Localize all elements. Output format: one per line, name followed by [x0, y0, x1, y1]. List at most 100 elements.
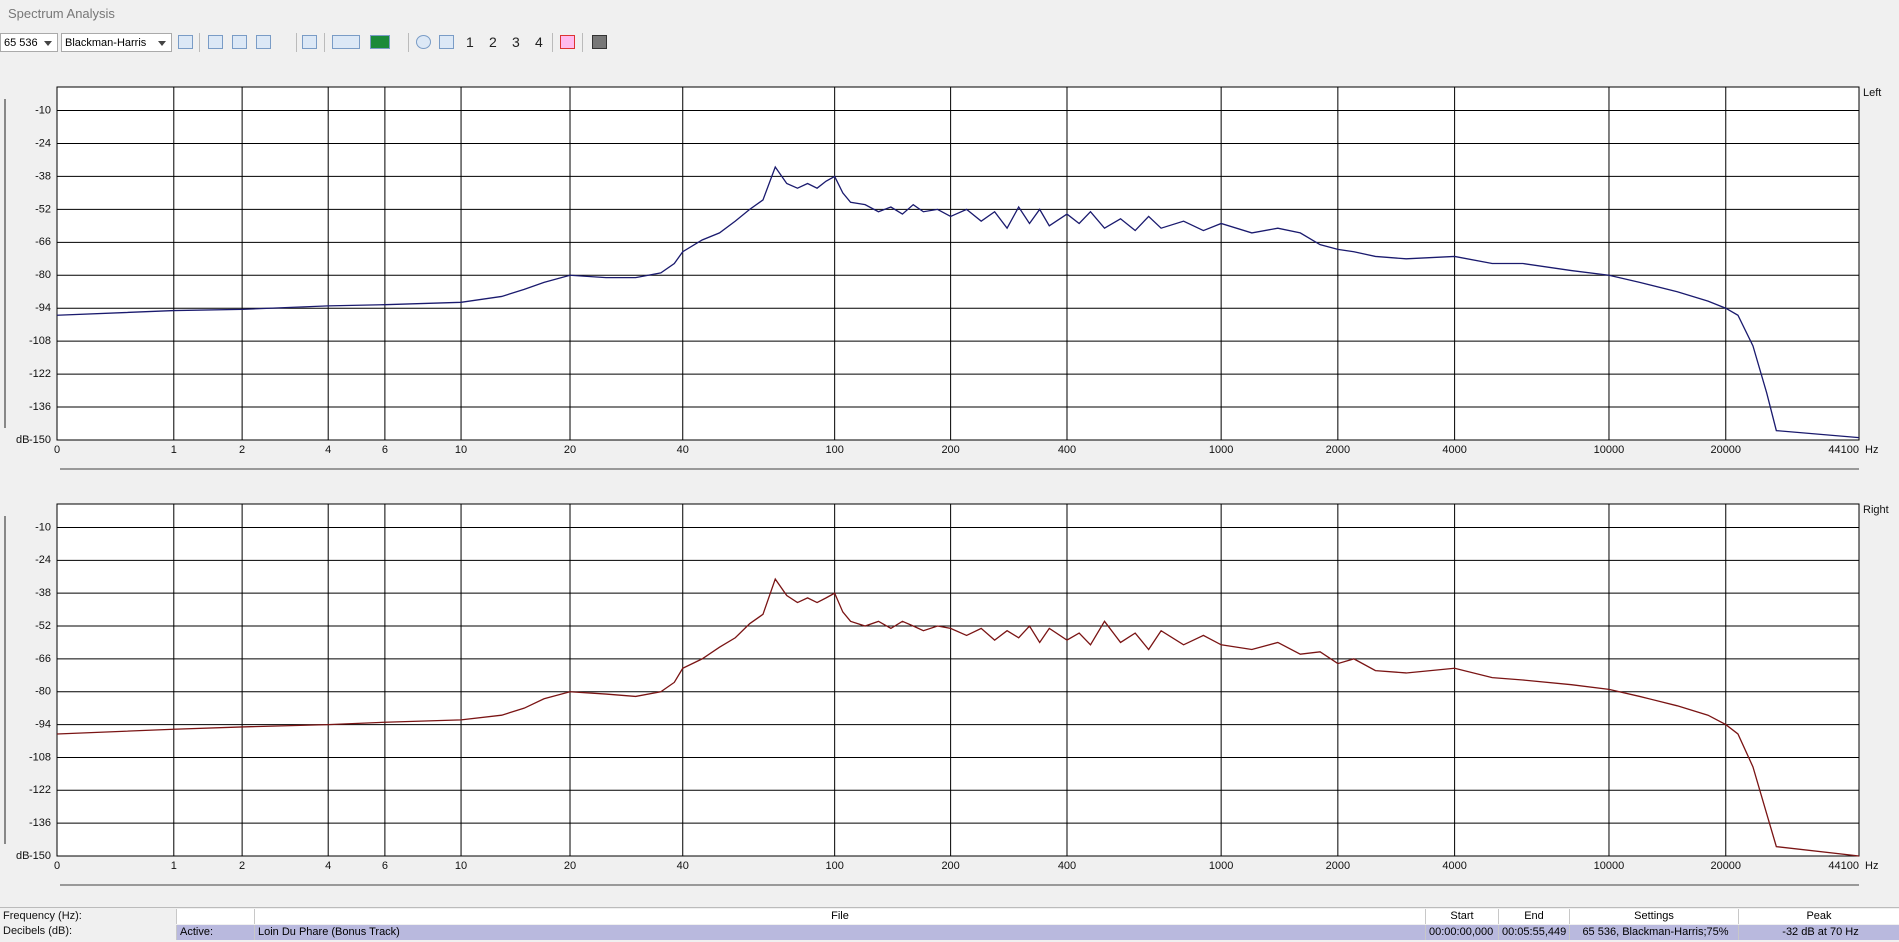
toolbar-button[interactable] [178, 35, 193, 49]
y-tick-label: -122 [29, 368, 51, 380]
channel-label: Left [1863, 87, 1881, 99]
y-tick-label: -66 [35, 653, 51, 665]
x-unit-label: Hz [1865, 444, 1878, 456]
x-tick-label: 4000 [1442, 860, 1466, 872]
separator [408, 33, 409, 52]
y-tick-label: -52 [35, 620, 51, 632]
x-tick-label: 10 [455, 860, 467, 872]
y-tick-label: -10 [35, 104, 51, 116]
channel-button[interactable]: 3 [512, 34, 520, 50]
x-tick-label: 2000 [1326, 860, 1350, 872]
x-tick-label: 1000 [1209, 860, 1233, 872]
y-tick-label: -136 [29, 817, 51, 829]
separator [296, 33, 297, 52]
y-unit-label: dB [16, 434, 29, 446]
x-tick-label: 400 [1058, 860, 1076, 872]
toolbar-button[interactable] [560, 35, 575, 49]
x-tick-label: 0 [54, 444, 60, 456]
x-tick-label: 200 [941, 860, 959, 872]
toolbar-button[interactable] [302, 35, 317, 49]
y-tick-label: -80 [35, 686, 51, 698]
y-tick-label: -150 [29, 434, 51, 446]
y-tick-label: -80 [35, 269, 51, 281]
x-tick-label: 0 [54, 860, 60, 872]
x-tick-label: 2 [239, 444, 245, 456]
y-tick-label: -10 [35, 521, 51, 533]
separator [199, 33, 200, 52]
table-header [176, 909, 254, 924]
y-tick-label: -94 [35, 302, 51, 314]
x-tick-label: 20000 [1710, 860, 1741, 872]
x-tick-label: 40 [677, 444, 689, 456]
x-tick-label: 200 [941, 444, 959, 456]
table-cell[interactable]: -32 dB at 70 Hz [1738, 925, 1899, 940]
y-tick-label: -38 [35, 170, 51, 182]
separator [324, 33, 325, 52]
toolbar-button[interactable] [332, 35, 360, 49]
x-tick-label: 20 [564, 444, 576, 456]
x-tick-label: 4000 [1442, 444, 1466, 456]
y-tick-label: -150 [29, 850, 51, 862]
x-tick-label: 1 [171, 444, 177, 456]
toolbar-button[interactable] [439, 35, 454, 49]
plot-area [56, 503, 1860, 857]
separator [582, 33, 583, 52]
x-tick-label: 10000 [1594, 444, 1625, 456]
y-tick-label: -108 [29, 751, 51, 763]
table-header: Start [1425, 909, 1498, 924]
channel-button[interactable]: 2 [489, 34, 497, 50]
x-tick-label: 1000 [1209, 444, 1233, 456]
plot-area [56, 86, 1860, 441]
fft-size-dropdown[interactable]: 65 536 [0, 33, 58, 52]
separator [552, 33, 553, 52]
x-tick-label: 10000 [1594, 860, 1625, 872]
x-tick-label: 100 [825, 860, 843, 872]
y-tick-label: -94 [35, 718, 51, 730]
toolbar-button[interactable] [232, 35, 247, 49]
print-button[interactable] [592, 35, 607, 49]
x-tick-label: 44100 [1828, 444, 1859, 456]
toolbar-button[interactable] [370, 35, 390, 49]
table-cell[interactable]: Loin Du Phare (Bonus Track) [254, 925, 1425, 940]
x-tick-label: 2000 [1326, 444, 1350, 456]
table-header: End [1498, 909, 1569, 924]
table-cell[interactable]: 00:00:00,000 [1425, 925, 1498, 940]
x-tick-label: 6 [382, 444, 388, 456]
frequency-label: Frequency (Hz): [3, 910, 82, 922]
x-tick-label: 44100 [1828, 860, 1859, 872]
table-header: Peak [1738, 909, 1899, 924]
x-tick-label: 20000 [1710, 444, 1741, 456]
toolbar-button[interactable] [208, 35, 223, 49]
y-unit-label: dB [16, 850, 29, 862]
y-tick-label: -52 [35, 203, 51, 215]
table-header: File [254, 909, 1425, 924]
y-tick-label: -24 [35, 137, 51, 149]
x-tick-label: 6 [382, 860, 388, 872]
x-tick-label: 10 [455, 444, 467, 456]
channel-button[interactable]: 1 [466, 34, 474, 50]
y-tick-label: -108 [29, 335, 51, 347]
y-tick-label: -66 [35, 236, 51, 248]
x-tick-label: 2 [239, 860, 245, 872]
decibels-label: Decibels (dB): [3, 925, 73, 937]
x-tick-label: 4 [325, 860, 331, 872]
channel-button[interactable]: 4 [535, 34, 543, 50]
row-label: Active: [176, 925, 254, 940]
x-tick-label: 100 [825, 444, 843, 456]
status-panel: Frequency (Hz): Decibels (dB): File Star… [0, 907, 1899, 942]
spectrum-line [56, 577, 1860, 857]
table-cell[interactable]: 65 536, Blackman-Harris;75% [1569, 925, 1738, 940]
table-cell[interactable]: 00:05:55,449 [1498, 925, 1569, 940]
x-tick-label: 4 [325, 444, 331, 456]
x-tick-label: 20 [564, 860, 576, 872]
x-unit-label: Hz [1865, 860, 1878, 872]
window-title: Spectrum Analysis [8, 6, 115, 21]
channel-label: Right [1863, 504, 1889, 516]
toolbar-button[interactable] [256, 35, 271, 49]
x-tick-label: 40 [677, 860, 689, 872]
x-tick-label: 1 [171, 860, 177, 872]
toolbar-button[interactable] [416, 35, 431, 49]
window-dropdown[interactable]: Blackman-Harris [61, 33, 172, 52]
